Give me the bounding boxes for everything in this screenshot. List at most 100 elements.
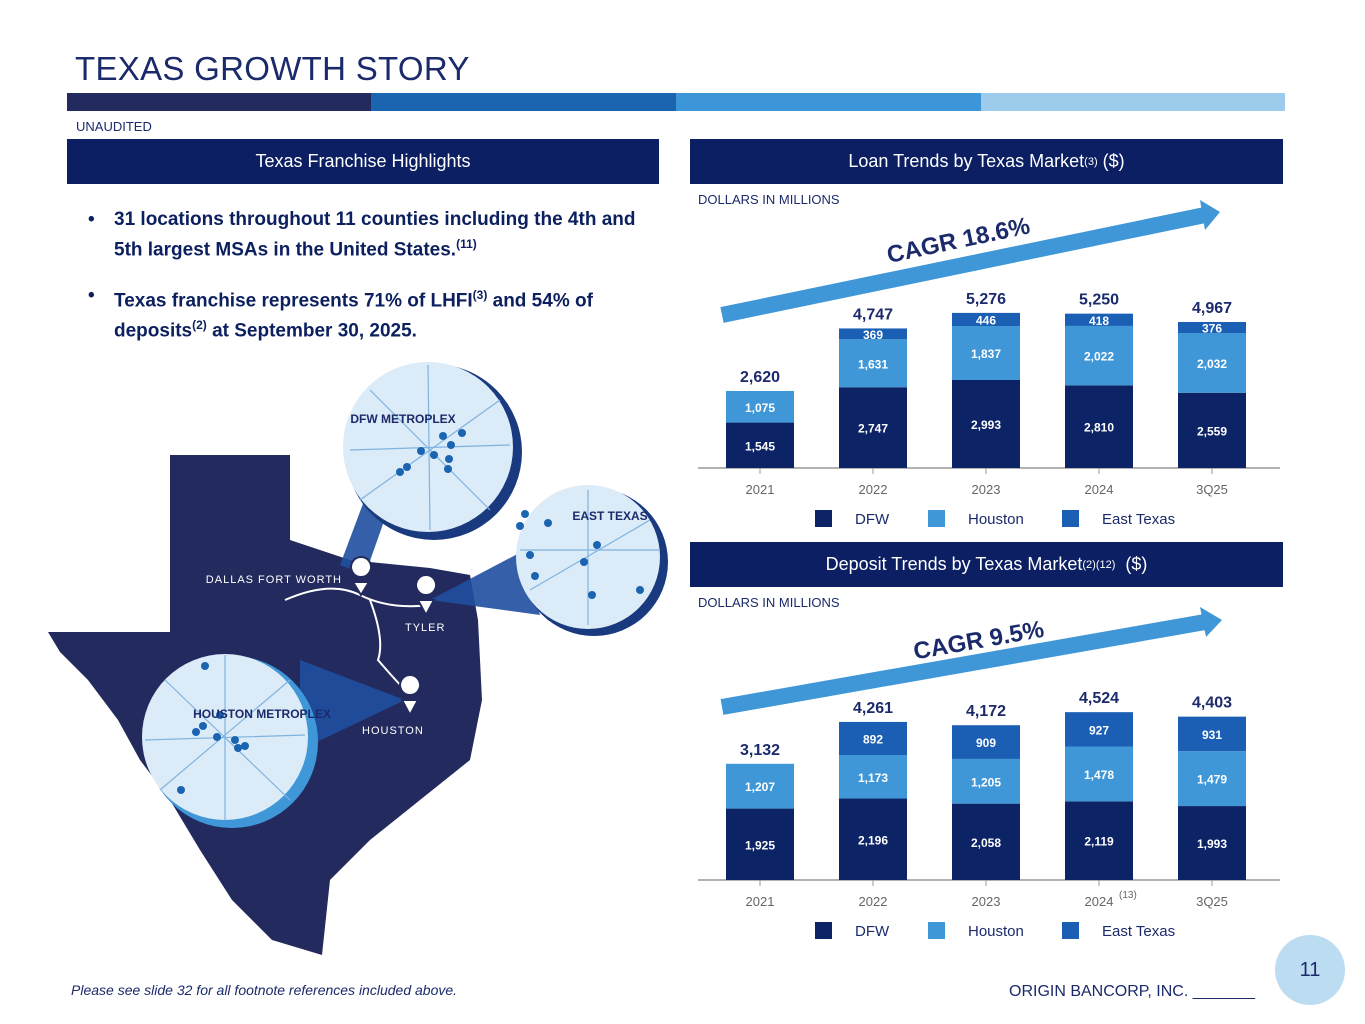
data-label: 446 — [976, 313, 996, 327]
legend-swatch — [815, 510, 832, 527]
data-label: 1,173 — [858, 771, 888, 785]
loan-chart: CAGR 18.6% 1,5451,0752,62020212,7471,631… — [698, 200, 1280, 528]
category-label: 3Q25 — [1196, 482, 1228, 497]
bullet-2-sup-b: (2) — [192, 318, 207, 333]
bar-east-texas — [1065, 712, 1133, 747]
bar-houston — [839, 339, 907, 388]
bar-houston — [1178, 333, 1246, 393]
bar-houston — [952, 758, 1020, 804]
data-label: 931 — [1202, 728, 1222, 742]
bar-houston — [1065, 325, 1133, 386]
bar-east-texas — [1065, 313, 1133, 326]
company-name: ORIGIN BANCORP, INC. _______ — [1009, 983, 1256, 1000]
data-label: 2,559 — [1197, 424, 1227, 438]
category-label: 2021 — [746, 482, 775, 497]
east-beam — [430, 550, 540, 615]
data-label: 369 — [863, 328, 883, 342]
total-label: 4,403 — [1192, 695, 1232, 712]
loan-cagr-arrow — [720, 200, 1220, 323]
bar-dfw — [952, 803, 1020, 880]
total-label: 4,967 — [1192, 300, 1232, 317]
legend-swatch — [928, 922, 945, 939]
deposit-header-unit: ($) — [1115, 554, 1148, 574]
tyler-label: TYLER — [405, 622, 445, 634]
legend-swatch — [928, 510, 945, 527]
bullet-dot: • — [88, 285, 95, 306]
houston-beam — [300, 660, 405, 750]
total-label: 5,250 — [1079, 292, 1119, 309]
legend-swatch — [815, 922, 832, 939]
color-band-2 — [371, 93, 676, 111]
total-label: 3,132 — [740, 742, 780, 759]
dfw-circle-label: DFW METROPLEX — [350, 412, 455, 426]
color-band-3 — [676, 93, 981, 111]
data-label: 2,022 — [1084, 350, 1114, 364]
dfw-circle-label-text: DFW METROPLEX — [350, 412, 455, 426]
category-label: 2024 — [1085, 894, 1114, 909]
bullet-1-sup: (11) — [456, 237, 477, 251]
bar-houston — [726, 763, 794, 809]
deposit-units: DOLLARS IN MILLIONS — [698, 595, 840, 610]
bar-houston — [1178, 751, 1246, 807]
loan-header-text: Loan Trends by Texas Market — [848, 151, 1085, 171]
bullet-2-text-b: and 54% of deposits — [114, 290, 593, 342]
loan-units: DOLLARS IN MILLIONS — [698, 192, 840, 207]
category-label: 2023 — [972, 482, 1001, 497]
total-label: 4,172 — [966, 703, 1006, 720]
data-label: 1,545 — [745, 439, 775, 453]
data-label: 2,810 — [1084, 421, 1114, 435]
bullet-2-text-c: at September 30, 2025. — [206, 320, 417, 342]
bar-houston — [839, 755, 907, 799]
houston-circle — [142, 654, 318, 828]
data-label: 892 — [863, 732, 883, 746]
bar-east-texas — [952, 725, 1020, 759]
houston-label: HOUSTON — [362, 725, 424, 737]
data-label: 2,196 — [858, 833, 888, 847]
east-circle-label: EAST TEXAS — [572, 509, 647, 523]
bullet-1-text: 31 locations throughout 11 counties incl… — [114, 209, 636, 261]
data-label: 1,925 — [745, 838, 775, 852]
bar-houston — [1065, 746, 1133, 802]
deposit-header-sup: (2)(12) — [1082, 558, 1116, 571]
data-label: 2,747 — [858, 422, 888, 436]
category-label: 2022 — [859, 482, 888, 497]
data-label: 2,032 — [1197, 357, 1227, 371]
data-label: 2,058 — [971, 836, 1001, 850]
page-number: 11 — [1275, 935, 1345, 1005]
bar-dfw — [952, 380, 1020, 468]
city-pins — [350, 556, 438, 718]
bullet-2-sup-a: (3) — [472, 288, 488, 302]
deposit-header: Deposit Trends by Texas Market (2)(12) ($… — [690, 542, 1283, 587]
total-label: 4,524 — [1079, 690, 1119, 707]
bullet-2-text-a: Texas franchise represents 71% of LHFI — [114, 290, 473, 312]
bar-east-texas — [839, 328, 907, 340]
data-label: 1,205 — [971, 775, 1001, 789]
data-label: 1,478 — [1084, 768, 1114, 782]
texas-map: DFW METROPLEX EAST TEXAS HOUSTON METROPL… — [48, 362, 668, 955]
data-label: 1,075 — [745, 401, 775, 415]
data-label: 376 — [1202, 321, 1222, 335]
circle-roads — [144, 364, 660, 820]
legend-label: DFW — [855, 923, 890, 940]
legend-swatch — [1062, 922, 1079, 939]
bar-dfw — [1065, 385, 1133, 468]
legend-label: Houston — [968, 511, 1024, 528]
data-label: 1,207 — [745, 780, 775, 794]
total-label: 4,261 — [853, 700, 893, 717]
legend-label: DFW — [855, 511, 890, 528]
category-label: 3Q25 — [1196, 894, 1228, 909]
legend-label: East Texas — [1102, 511, 1175, 528]
loan-header: Loan Trends by Texas Market (3) ($) — [690, 139, 1283, 184]
total-label: 2,620 — [740, 369, 780, 386]
dallas-label: DALLAS FORT WORTH — [206, 574, 342, 586]
category-footnote: (13) — [1119, 890, 1137, 901]
total-label: 5,276 — [966, 291, 1006, 308]
bar-east-texas — [952, 312, 1020, 326]
legend-swatch — [1062, 510, 1079, 527]
data-label: 2,119 — [1084, 835, 1114, 849]
category-label: 2023 — [972, 894, 1001, 909]
bar-dfw — [839, 387, 907, 468]
data-label: 1,479 — [1197, 773, 1227, 787]
bar-dfw — [726, 808, 794, 880]
loan-header-sup: (3) — [1084, 155, 1098, 168]
